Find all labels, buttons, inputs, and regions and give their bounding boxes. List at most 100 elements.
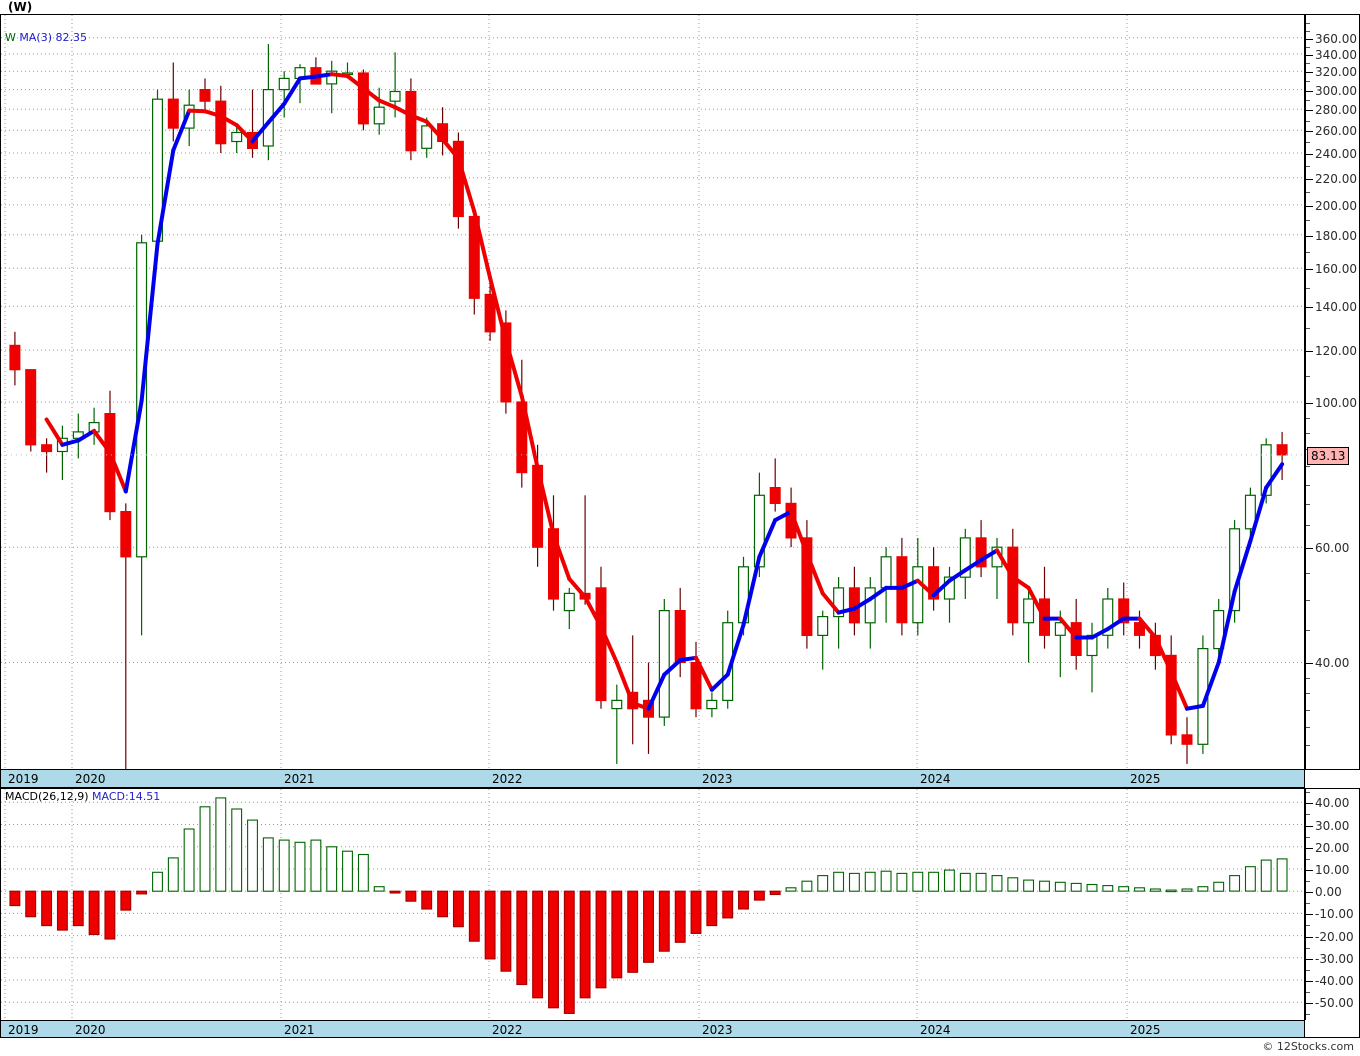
macd-axis-label: -10.00 [1315, 907, 1354, 922]
price-axis-label: 200.00 [1315, 198, 1357, 213]
price-axis-rail [1305, 15, 1306, 769]
axis-tick-minor [1306, 572, 1310, 574]
axis-tick-minor [1306, 903, 1310, 905]
axis-tick-minor [1306, 375, 1310, 377]
axis-tick-major [1306, 72, 1313, 74]
axis-tick-major [1306, 825, 1313, 827]
year-tick-label: 2023 [702, 1023, 733, 1037]
year-tick-label: 2021 [284, 772, 315, 786]
axis-tick-major [1306, 154, 1313, 156]
axis-tick-major [1306, 38, 1313, 40]
axis-tick-minor [1306, 947, 1310, 949]
price-axis-label: 120.00 [1315, 344, 1357, 359]
legend-ma-label: MA(3) [19, 31, 52, 44]
axis-tick-major [1306, 131, 1313, 133]
legend-symbol: W [5, 31, 16, 44]
axis-tick-minor [1306, 220, 1310, 222]
axis-tick-minor [1306, 81, 1310, 83]
price-chart-panel[interactable]: W MA(3) 82.35 [0, 14, 1305, 770]
macd-axis-label: 40.00 [1315, 796, 1350, 811]
macd-axis-rail [1305, 789, 1306, 1020]
macd-legend: MACD(26,12,9) MACD:14.51 [5, 790, 160, 803]
macd-axis-label: -50.00 [1315, 996, 1354, 1011]
axis-tick-major [1306, 351, 1313, 353]
axis-tick-minor [1306, 328, 1310, 330]
axis-tick-minor [1306, 678, 1310, 680]
price-axis-label: 320.00 [1315, 65, 1357, 80]
year-tick-label: 2024 [920, 772, 951, 786]
axis-tick-major [1306, 1003, 1313, 1005]
axis-tick-minor [1306, 287, 1310, 289]
macd-axis-label: -40.00 [1315, 974, 1354, 989]
legend-ma-value: 82.35 [55, 31, 88, 44]
axis-tick-minor [1306, 46, 1310, 48]
axis-tick-major [1306, 402, 1313, 404]
price-axis-label: 360.00 [1315, 31, 1357, 46]
axis-tick-major [1306, 235, 1313, 237]
axis-tick-major [1306, 958, 1313, 960]
axis-tick-major [1306, 205, 1313, 207]
axis-tick-minor [1306, 432, 1310, 434]
price-axis-label: 280.00 [1315, 103, 1357, 118]
axis-tick-major [1306, 110, 1313, 112]
price-axis[interactable]: 360.00 340.00 320.00 300.00 280.00 260.00 240.… [1305, 14, 1360, 770]
axis-tick-minor [1306, 484, 1310, 486]
price-axis-label: 300.00 [1315, 83, 1357, 98]
price-axis-label: 160.00 [1315, 262, 1357, 277]
last-price-badge: 83.13 [1307, 446, 1350, 465]
year-tick-label: 2022 [492, 1023, 523, 1037]
axis-tick-minor [1306, 726, 1310, 728]
axis-tick-minor [1306, 629, 1310, 631]
axis-tick-major [1306, 90, 1313, 92]
macd-chart-panel[interactable]: MACD(26,12,9) MACD:14.51 [0, 788, 1305, 1020]
macd-legend-label: MACD(26,12,9) [5, 790, 89, 803]
price-axis-label: 180.00 [1315, 228, 1357, 243]
axis-tick-minor [1306, 504, 1310, 506]
year-tick-label: 2020 [75, 1023, 106, 1037]
year-tick-label: 2022 [492, 772, 523, 786]
axis-tick-major [1306, 892, 1313, 894]
price-axis-label: 40.00 [1315, 656, 1350, 671]
price-legend: W MA(3) 82.35 [5, 31, 87, 44]
axis-tick-minor [1306, 100, 1310, 102]
year-tick-label: 2020 [75, 772, 106, 786]
copyright-label: © 12Stocks.com [1262, 1040, 1354, 1053]
axis-tick-major [1306, 269, 1313, 271]
macd-axis-label: 20.00 [1315, 840, 1350, 855]
axis-tick-minor [1306, 992, 1310, 994]
axis-tick-minor [1306, 417, 1310, 419]
year-tick-label: 2024 [920, 1023, 951, 1037]
year-band-macd: 2019 2020 2021 2022 2023 2024 2025 [0, 1020, 1305, 1038]
axis-tick-major [1306, 936, 1313, 938]
axis-footer-cell [1305, 1020, 1360, 1038]
axis-tick-minor [1306, 63, 1310, 65]
axis-tick-major [1306, 981, 1313, 983]
macd-axis-label: 10.00 [1315, 862, 1350, 877]
year-tick-label: 2025 [1130, 772, 1161, 786]
axis-tick-minor [1306, 814, 1310, 816]
axis-tick-major [1306, 178, 1313, 180]
axis-tick-minor [1306, 925, 1310, 927]
price-axis-label: 100.00 [1315, 395, 1357, 410]
price-axis-label: 60.00 [1315, 541, 1350, 556]
axis-tick-major [1306, 548, 1313, 550]
axis-tick-major [1306, 663, 1313, 665]
year-tick-label: 2025 [1130, 1023, 1161, 1037]
year-band-price: 2019 2020 2021 2022 2023 2024 2025 [0, 770, 1305, 788]
axis-tick-major [1306, 869, 1313, 871]
axis-tick-minor [1306, 693, 1310, 695]
macd-chart-svg [1, 789, 1304, 1020]
macd-axis[interactable]: 40.00 30.00 20.00 10.00 0.00 -10.00 -20.00 -30.… [1305, 788, 1360, 1020]
axis-tick-minor [1306, 709, 1310, 711]
axis-tick-minor [1306, 23, 1310, 25]
axis-tick-minor [1306, 525, 1310, 527]
axis-tick-minor [1306, 192, 1310, 193]
axis-tick-minor [1306, 1014, 1310, 1016]
price-axis-label: 220.00 [1315, 171, 1357, 186]
macd-axis-label: 0.00 [1315, 885, 1342, 900]
axis-tick-minor [1306, 30, 1310, 32]
axis-tick-minor [1306, 969, 1310, 971]
price-axis-label: 260.00 [1315, 124, 1357, 139]
macd-legend-value: MACD:14.51 [92, 790, 161, 803]
